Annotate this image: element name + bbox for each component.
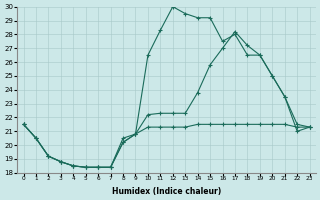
X-axis label: Humidex (Indice chaleur): Humidex (Indice chaleur) bbox=[112, 187, 221, 196]
